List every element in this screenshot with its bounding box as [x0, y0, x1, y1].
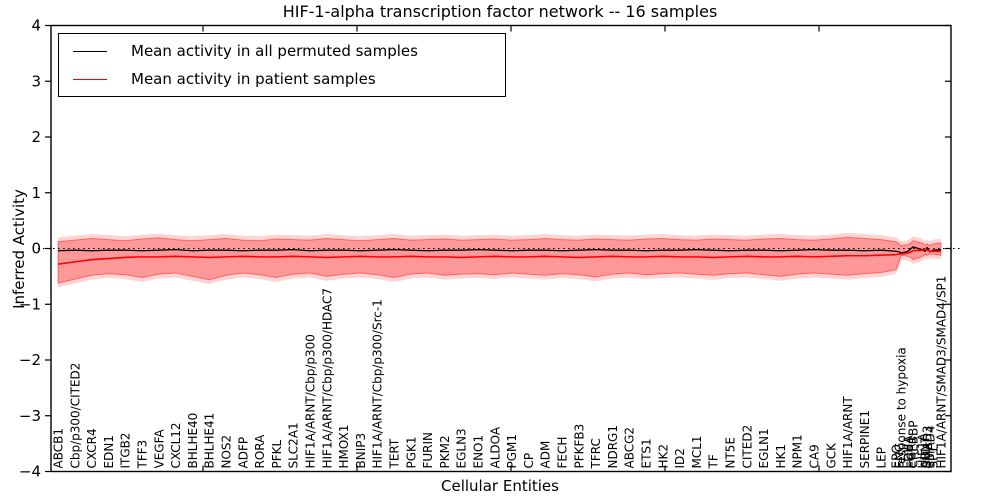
x-tick-label: LDHA — [902, 435, 916, 469]
activity-band-outer — [58, 232, 941, 288]
x-tick-label: HK2 — [656, 444, 670, 469]
x-tick-label: HIF1A — [916, 432, 930, 468]
legend-line-sample — [73, 78, 107, 80]
x-tick-label: SERPINE1 — [858, 410, 872, 469]
x-tick-label: NT5E — [724, 437, 738, 469]
x-tick-label: HIF1A/ARNT — [841, 396, 855, 469]
x-tick-label: EDN1 — [102, 435, 116, 468]
y-tick-label: 1 — [31, 184, 41, 202]
y-tick-label: 4 — [31, 17, 41, 35]
x-tick-label: EGLN1 — [757, 428, 771, 468]
x-tick-label: TFRC — [589, 438, 603, 469]
x-tick-label: SLC2A1 — [287, 422, 301, 468]
x-tick-label: ID2 — [673, 448, 687, 468]
x-tick-label: BHLHE41 — [203, 413, 217, 469]
x-tick-label: Cbp/p300/CITED2 — [68, 363, 82, 469]
x-tick-label: RORA — [253, 434, 267, 469]
x-tick-label: MCL1 — [690, 435, 704, 468]
x-tick-label: PKM2 — [438, 435, 452, 468]
y-tick-label: 3 — [31, 72, 41, 90]
y-tick-label: −3 — [19, 407, 41, 425]
x-tick-label: ADM — [539, 441, 553, 469]
x-tick-label: EGR1 — [905, 436, 919, 469]
x-tick-label: HMOX1 — [337, 425, 351, 469]
x-tick-label: GCK — [824, 442, 838, 469]
y-tick-label: −2 — [19, 351, 41, 369]
legend-label: Mean activity in patient samples — [131, 70, 376, 88]
x-tick-label: TF — [707, 454, 721, 469]
legend-line-sample — [73, 50, 107, 52]
x-tick-label: CREBBP — [907, 421, 921, 469]
x-tick-label: EPO — [890, 444, 904, 468]
y-tick-label: 0 — [31, 240, 41, 258]
x-tick-label: ITGB2 — [119, 432, 133, 468]
x-tick-label: SMAD4 — [924, 425, 938, 468]
x-tick-label: PGM1 — [505, 434, 519, 469]
x-tick-label: CITED2 — [740, 425, 754, 469]
x-tick-label: HIF1A/ARNT/SMAD3/SMAD4/SP1 — [935, 276, 949, 469]
x-tick-label: ALDOA — [488, 426, 502, 468]
x-tick-label: HIF1A/ARNT/Cbp/p300 — [304, 334, 318, 468]
x-tick-label: FECH — [556, 437, 570, 469]
x-tick-label: SMAD3 — [921, 425, 935, 468]
x-tick-label: HIF1A/ARNT/Cbp/p300/Src-1 — [371, 299, 385, 468]
x-tick-label: PFKFB3 — [572, 424, 586, 469]
x-tick-label: CXCL12 — [169, 422, 183, 468]
x-tick-label: TERT — [388, 438, 402, 469]
x-tick-label: SP1 — [927, 446, 941, 469]
x-tick-label: ABCB1 — [52, 428, 66, 468]
x-axis-label: Cellular Entities — [441, 477, 559, 495]
x-tick-label: PGK1 — [404, 436, 418, 468]
x-tick-label: HIF1A/ARNT/Cbp/p300/HDAC7 — [320, 288, 334, 469]
y-tick-label: 2 — [31, 128, 41, 146]
legend: Mean activity in all permuted samples Mea… — [58, 33, 506, 97]
chart-title: HIF-1-alpha transcription factor network… — [282, 2, 718, 21]
y-tick-label: −1 — [19, 295, 41, 313]
legend-item: Mean activity in all permuted samples — [59, 38, 505, 64]
x-tick-label: CXCR4 — [85, 428, 99, 468]
x-tick-label: ARNT — [919, 435, 933, 469]
x-tick-label: VEGFA — [152, 429, 166, 469]
mean-permuted-line — [57, 246, 942, 254]
x-tick-label: NPM1 — [791, 434, 805, 468]
y-tick-label: −4 — [19, 463, 41, 481]
x-tick-label: response to hypoxia — [895, 347, 909, 468]
x-tick-label: NDRG1 — [606, 425, 620, 469]
x-tick-label: BHLHE40 — [186, 413, 200, 469]
legend-label: Mean activity in all permuted samples — [131, 42, 418, 60]
x-tick-label: ENG — [893, 443, 907, 469]
x-tick-label: CA9 — [808, 444, 822, 468]
legend-item: Mean activity in patient samples — [59, 66, 505, 92]
mean-patient-line — [57, 248, 941, 265]
x-tick-label: HK1 — [774, 444, 788, 469]
x-tick-label: BNIP3 — [354, 433, 368, 469]
x-tick-label: TFF3 — [136, 440, 150, 470]
x-tick-label: ETS1 — [640, 438, 654, 468]
x-tick-label: PFKL — [270, 439, 284, 468]
x-tick-label: EGLN3 — [455, 428, 469, 468]
x-tick-label: LEP — [875, 447, 889, 469]
x-tick-label: NOS2 — [220, 435, 234, 469]
x-tick-label: CP — [522, 453, 536, 469]
x-tick-label: ABCG2 — [623, 427, 637, 469]
x-tick-label: ENO1 — [472, 435, 486, 469]
x-tick-label: FURIN — [421, 432, 435, 469]
x-tick-label: ADFP — [236, 437, 250, 469]
